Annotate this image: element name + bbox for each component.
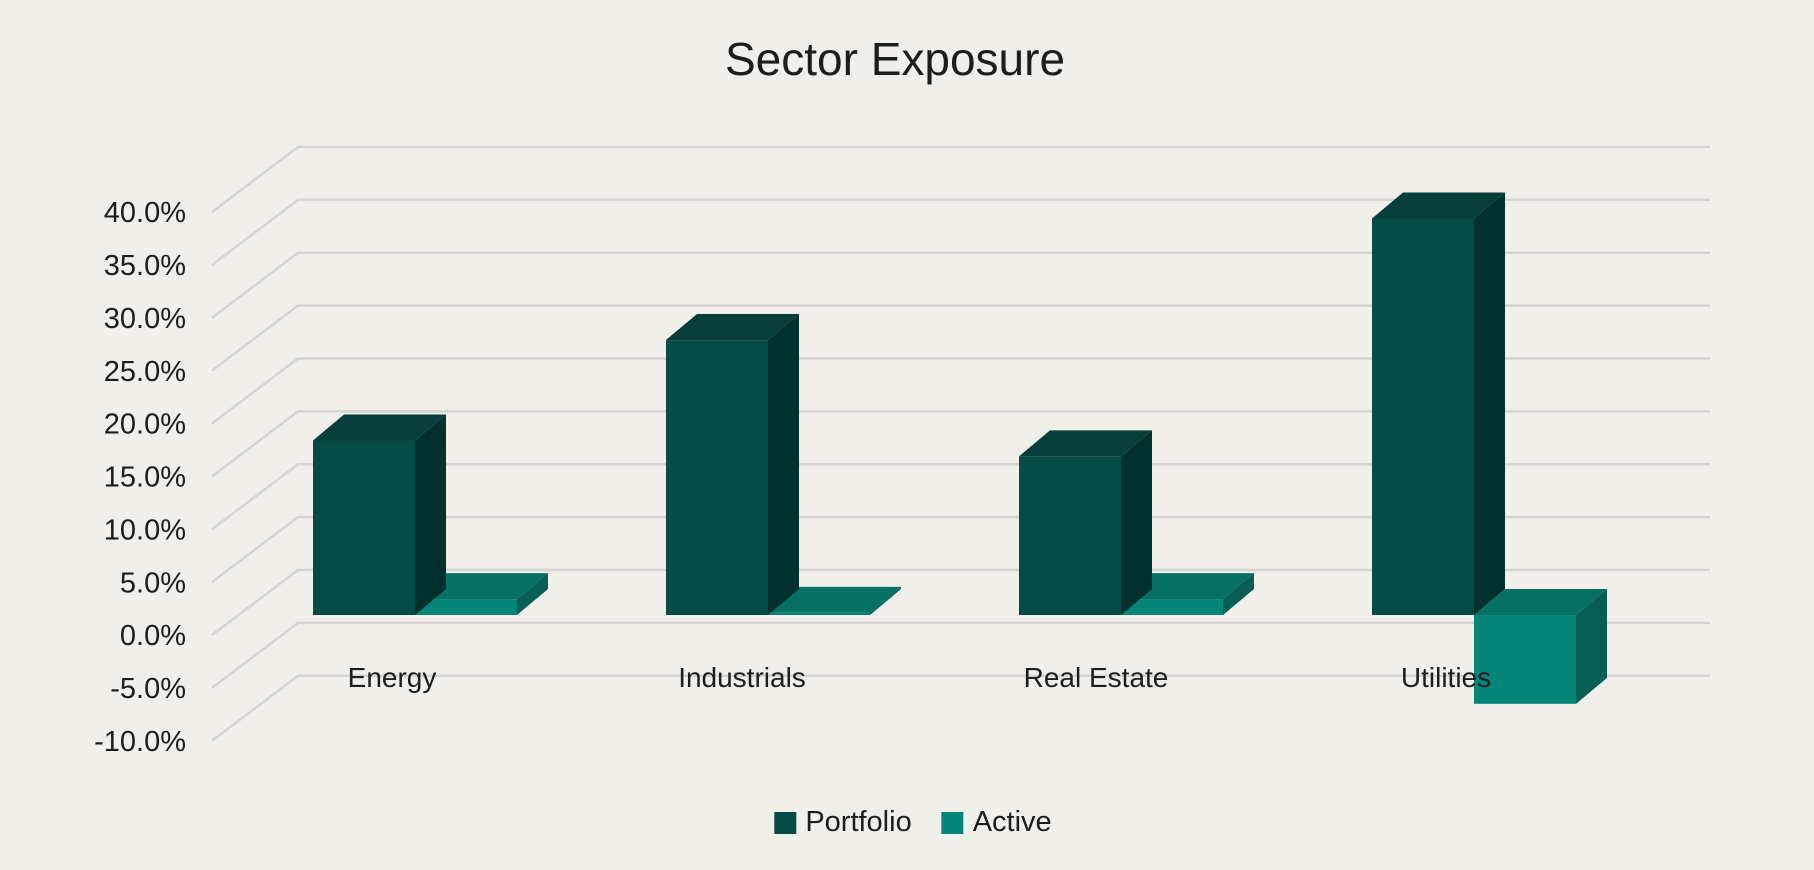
y-axis-tick-label: 5.0% bbox=[120, 567, 186, 599]
gridline bbox=[211, 251, 1710, 319]
gridline bbox=[211, 463, 1710, 531]
y-axis-tick-label: 35.0% bbox=[104, 250, 186, 282]
active-bar-energy-front-face bbox=[415, 599, 517, 615]
gridline bbox=[211, 568, 1710, 636]
active-bar-energy-side-face bbox=[517, 573, 548, 615]
legend-swatch-portfolio bbox=[774, 811, 797, 834]
y-axis-tick-label: 20.0% bbox=[104, 409, 186, 441]
y-axis-tick-label: 10.0% bbox=[104, 514, 186, 546]
portfolio-bar-utilities-side-face bbox=[1474, 192, 1505, 615]
portfolio-bar-energy-top-face bbox=[313, 414, 446, 441]
gridline bbox=[211, 674, 1710, 742]
y-axis-tick-label: 0.0% bbox=[120, 620, 186, 652]
gridline bbox=[211, 145, 1710, 213]
gridline bbox=[211, 304, 1710, 372]
y-axis-tick-label: -10.0% bbox=[94, 726, 186, 758]
legend-label-active: Active bbox=[972, 806, 1052, 838]
legend-label-portfolio: Portfolio bbox=[805, 806, 912, 838]
portfolio-bar-industrials-front-face bbox=[666, 340, 768, 615]
active-bar-real-estate-side-face bbox=[1223, 573, 1254, 615]
category-label-real-estate: Real Estate bbox=[1024, 662, 1169, 693]
portfolio-bar-utilities-top-face bbox=[1372, 192, 1505, 219]
portfolio-bar-industrials-top-face bbox=[666, 314, 799, 341]
y-axis-tick-label: -5.0% bbox=[110, 673, 186, 705]
y-axis-tick-label: 40.0% bbox=[104, 197, 186, 229]
category-label-industrials: Industrials bbox=[678, 662, 806, 693]
legend-item-portfolio: Portfolio bbox=[774, 806, 912, 839]
gridline bbox=[211, 621, 1710, 689]
legend-item-active: Active bbox=[941, 806, 1052, 839]
gridline bbox=[211, 410, 1710, 478]
category-label-utilities: Utilities bbox=[1401, 662, 1491, 693]
gridline bbox=[211, 515, 1710, 584]
portfolio-bar-real-estate-top-face bbox=[1019, 430, 1152, 457]
active-bar-industrials-side-face bbox=[870, 586, 901, 615]
active-bar-real-estate-top-face bbox=[1121, 573, 1254, 600]
active-bar-utilities-side-face bbox=[1576, 589, 1607, 704]
portfolio-bar-energy-front-face bbox=[313, 440, 415, 615]
legend-swatch-active bbox=[941, 811, 964, 834]
y-axis-tick-label: 30.0% bbox=[104, 303, 186, 335]
portfolio-bar-real-estate-side-face bbox=[1121, 430, 1152, 615]
category-label-energy: Energy bbox=[348, 662, 437, 693]
portfolio-bar-industrials-side-face bbox=[768, 314, 799, 615]
y-axis-tick-label: 25.0% bbox=[104, 356, 186, 388]
gridline bbox=[211, 198, 1710, 266]
y-axis-tick-label: 15.0% bbox=[104, 462, 186, 494]
active-bar-energy-top-face bbox=[415, 573, 548, 600]
active-bar-real-estate-front-face bbox=[1121, 599, 1223, 615]
portfolio-bar-real-estate-front-face bbox=[1019, 456, 1121, 615]
legend: Portfolio Active bbox=[774, 806, 1052, 839]
active-bar-industrials-front-face bbox=[768, 612, 870, 615]
portfolio-bar-utilities-front-face bbox=[1372, 218, 1474, 615]
active-bar-industrials-top-face bbox=[768, 586, 901, 613]
chart-title: Sector Exposure bbox=[724, 33, 1066, 85]
portfolio-bar-energy-side-face bbox=[415, 414, 446, 615]
active-bar-utilities-top-face bbox=[1474, 589, 1607, 615]
gridline bbox=[211, 357, 1710, 425]
active-bar-utilities-front-face bbox=[1474, 615, 1576, 704]
